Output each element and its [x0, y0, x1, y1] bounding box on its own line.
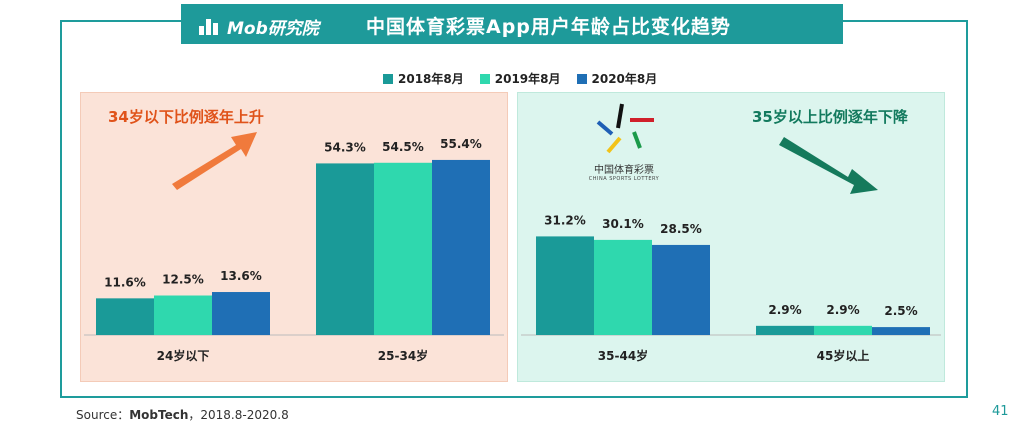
legend-item-2018: 2018年8月: [383, 70, 464, 87]
legend-item-2020: 2020年8月: [576, 70, 658, 87]
data-label-2-2: 28.5%: [660, 222, 702, 236]
falling-trend-note: 35岁以上比例逐年下降: [752, 108, 908, 126]
bar-1-1: [374, 162, 432, 335]
legend: 2018年8月 2019年8月 2020年8月: [383, 70, 657, 87]
brand-subtitle: CHINA SPORTS LOTTERY: [588, 176, 660, 182]
bar-2-1: [594, 239, 652, 335]
category-label-0: 24岁以下: [157, 348, 210, 363]
rising-trend-note: 34岁以下比例逐年上升: [108, 108, 264, 126]
bar-1-2: [432, 159, 490, 335]
bar-3-0: [756, 325, 814, 335]
data-label-0-2: 13.6%: [220, 269, 262, 283]
bar-0-1: [154, 295, 212, 335]
data-label-0-0: 11.6%: [104, 275, 146, 289]
title-banner: Mob研究院 中国体育彩票App用户年龄占比变化趋势: [181, 4, 843, 44]
data-label-1-0: 54.3%: [324, 140, 366, 154]
source-range: ，2018.8-2020.8: [188, 408, 289, 422]
bars-layer: [96, 159, 930, 335]
category-label-1: 25-34岁: [378, 348, 428, 363]
bar-1-0: [316, 163, 374, 335]
mob-logo: Mob研究院: [199, 14, 319, 39]
legend-item-2019: 2019年8月: [479, 70, 561, 87]
page-title: 中国体育彩票App用户年龄占比变化趋势: [366, 16, 731, 38]
data-label-1-1: 54.5%: [382, 140, 424, 154]
data-label-3-1: 2.9%: [826, 303, 859, 317]
category-labels-layer: 24岁以下 25-34岁 35-44岁 45岁以上: [157, 348, 870, 363]
logo-stroke-green: [632, 131, 642, 149]
legend-swatch-2019: [479, 73, 490, 84]
legend-label-2019: 2019年8月: [494, 72, 561, 86]
category-label-2: 35-44岁: [598, 348, 648, 363]
bar-0-0: [96, 298, 154, 335]
bar-0-2: [212, 292, 270, 335]
logo-bars-icon: [199, 18, 221, 35]
legend-label-2018: 2018年8月: [398, 72, 464, 86]
china-sports-lottery-logo: [596, 103, 654, 154]
data-label-0-1: 12.5%: [162, 273, 204, 287]
logo-stroke-blue: [596, 120, 614, 136]
data-label-2-0: 31.2%: [544, 213, 586, 227]
up-arrow-icon: [172, 132, 257, 190]
category-label-3: 45岁以上: [817, 348, 870, 363]
data-labels-layer: 11.6% 12.5% 13.6% 54.3% 54.5% 55.4% 31.2% 30.1%…: [104, 137, 917, 318]
page-number: 41: [992, 404, 1009, 419]
logo-stroke-black: [616, 103, 624, 129]
legend-swatch-2020: [576, 73, 587, 84]
legend-swatch-2018: [383, 73, 393, 84]
source-org: MobTech: [129, 408, 189, 422]
brand-name: 中国体育彩票: [594, 165, 654, 176]
bar-2-2: [652, 244, 710, 335]
source-prefix: Source：: [76, 408, 130, 422]
bar-3-1: [814, 325, 872, 335]
source-note: Source：MobTech，2018.8-2020.8: [76, 406, 289, 423]
logo-stroke-yellow: [606, 136, 622, 154]
data-label-3-2: 2.5%: [884, 304, 917, 318]
legend-label-2020: 2020年8月: [591, 72, 658, 86]
down-arrow-icon: [779, 137, 878, 194]
bar-2-0: [536, 236, 594, 335]
logo-text: Mob研究院: [227, 19, 319, 39]
data-label-1-2: 55.4%: [440, 137, 482, 151]
bar-3-2: [872, 327, 930, 335]
data-label-3-0: 2.9%: [768, 303, 801, 317]
data-label-2-1: 30.1%: [602, 217, 644, 231]
